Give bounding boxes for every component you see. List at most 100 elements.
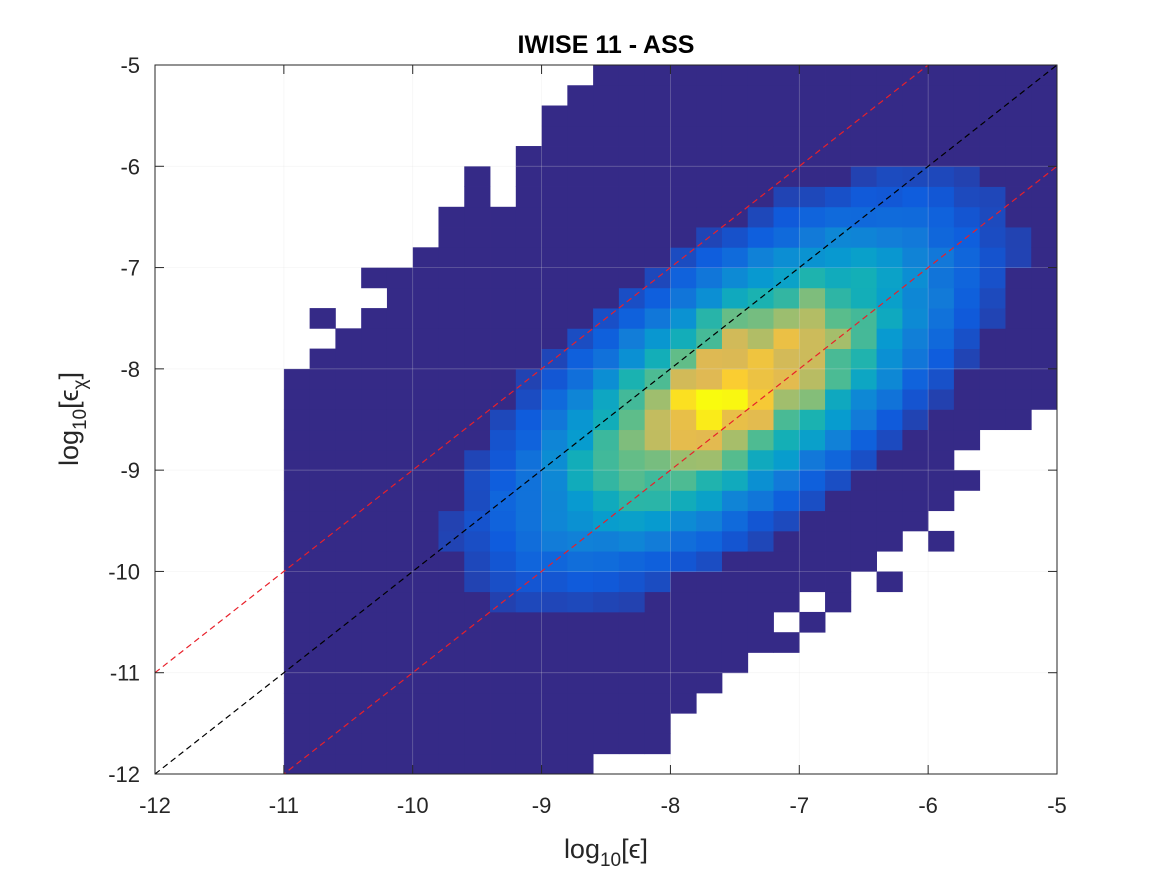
heatmap-cell	[825, 166, 852, 187]
heatmap-cell	[953, 65, 981, 86]
heatmap-cell	[670, 85, 697, 106]
heatmap-cell	[721, 510, 749, 532]
heatmap-cell	[335, 692, 362, 714]
heatmap-cell	[876, 166, 903, 187]
heatmap-cell	[644, 733, 671, 755]
heatmap-cell	[799, 551, 826, 572]
x-axis-label-subscript: 10	[600, 850, 621, 871]
heatmap-cell	[644, 186, 671, 208]
heatmap-cell	[541, 308, 568, 329]
heatmap-cell	[644, 672, 671, 694]
heatmap-cell	[361, 713, 388, 734]
heatmap-cell	[309, 611, 336, 633]
heatmap-cell	[773, 227, 800, 248]
heatmap-cell	[309, 551, 336, 572]
heatmap-cell	[490, 348, 517, 370]
heatmap-cell	[747, 591, 774, 613]
y-tick-label: -6	[120, 154, 140, 179]
heatmap-cell	[309, 368, 336, 390]
heatmap-cell	[799, 308, 826, 329]
heatmap-cell	[825, 510, 852, 532]
heatmap-cell	[541, 470, 568, 491]
heatmap-cell	[721, 105, 749, 127]
heatmap-cell	[876, 227, 903, 248]
heatmap-cell	[464, 267, 491, 289]
heatmap-cell	[670, 672, 697, 694]
heatmap-cell	[644, 287, 671, 309]
y-tick-label: -12	[108, 762, 140, 787]
heatmap-cell	[696, 389, 723, 410]
heatmap-cell	[618, 247, 646, 268]
heatmap-cell	[670, 328, 697, 349]
heatmap-cell	[747, 125, 774, 147]
heatmap-cell	[618, 470, 646, 491]
heatmap-cell	[593, 530, 620, 552]
heatmap-cell	[309, 692, 336, 714]
heatmap-cell	[644, 227, 671, 248]
heatmap-cell	[721, 470, 749, 491]
heatmap-cell	[515, 510, 542, 532]
heatmap-cell	[335, 389, 362, 410]
heatmap-cell	[490, 551, 517, 572]
heatmap-cell	[490, 753, 517, 774]
heatmap-cell	[928, 85, 955, 106]
heatmap-cell	[696, 571, 723, 593]
heatmap-cell	[928, 389, 955, 410]
heatmap-cell	[515, 146, 542, 167]
heatmap-cell	[567, 348, 594, 370]
heatmap-cell	[593, 247, 620, 268]
heatmap-cell	[1031, 206, 1057, 228]
heatmap-cell	[618, 611, 646, 633]
heatmap-cell	[902, 470, 929, 491]
heatmap-cell	[361, 530, 388, 552]
heatmap-cell	[799, 429, 826, 451]
heatmap-cell	[361, 328, 388, 349]
heatmap-cell	[386, 368, 414, 390]
heatmap-cell	[850, 409, 877, 431]
heatmap-cell	[593, 591, 620, 613]
heatmap-cell	[464, 692, 491, 714]
heatmap-cell	[902, 227, 929, 248]
heatmap-cell	[464, 713, 491, 734]
heatmap-cell	[876, 105, 903, 127]
heatmap-cell	[773, 85, 800, 106]
heatmap-cell	[283, 490, 311, 512]
heatmap-cell	[773, 125, 800, 147]
heatmap-cell	[309, 348, 336, 370]
heatmap-cell	[309, 713, 336, 734]
heatmap-cell	[515, 348, 542, 370]
heatmap-cell	[283, 368, 311, 390]
heatmap-cell	[721, 389, 749, 410]
heatmap-cell	[283, 692, 311, 714]
heatmap-cell	[567, 105, 594, 127]
heatmap-cell	[490, 652, 517, 674]
heatmap-cell	[799, 287, 826, 309]
heatmap-cell	[464, 449, 491, 471]
heatmap-cell	[696, 65, 723, 86]
y-axis-label-base: log	[54, 430, 84, 466]
heatmap-cell	[747, 611, 774, 633]
heatmap-cell	[644, 632, 671, 653]
heatmap-cell	[721, 166, 749, 187]
heatmap-cell	[644, 652, 671, 674]
heatmap-cell	[541, 530, 568, 552]
heatmap-cell	[825, 389, 852, 410]
heatmap-cell	[361, 470, 388, 491]
heatmap-cell	[644, 308, 671, 329]
heatmap-cell	[644, 166, 671, 187]
heatmap-cell	[412, 429, 439, 451]
heatmap-cell	[979, 328, 1006, 349]
heatmap-cell	[876, 490, 903, 512]
heatmap-cell	[670, 166, 697, 187]
heatmap-cell	[953, 85, 981, 106]
heatmap-cell	[876, 429, 903, 451]
heatmap-cell	[515, 409, 542, 431]
chart-title: IWISE 11 - ASS	[518, 31, 695, 59]
heatmap-cell	[799, 510, 826, 532]
heatmap-cell	[464, 652, 491, 674]
heatmap-cell	[721, 348, 749, 370]
heatmap-cell	[850, 166, 877, 187]
heatmap-cell	[850, 186, 877, 208]
y-axis-label-arg-open: [ϵ	[54, 389, 84, 408]
heatmap-cell	[721, 287, 749, 309]
